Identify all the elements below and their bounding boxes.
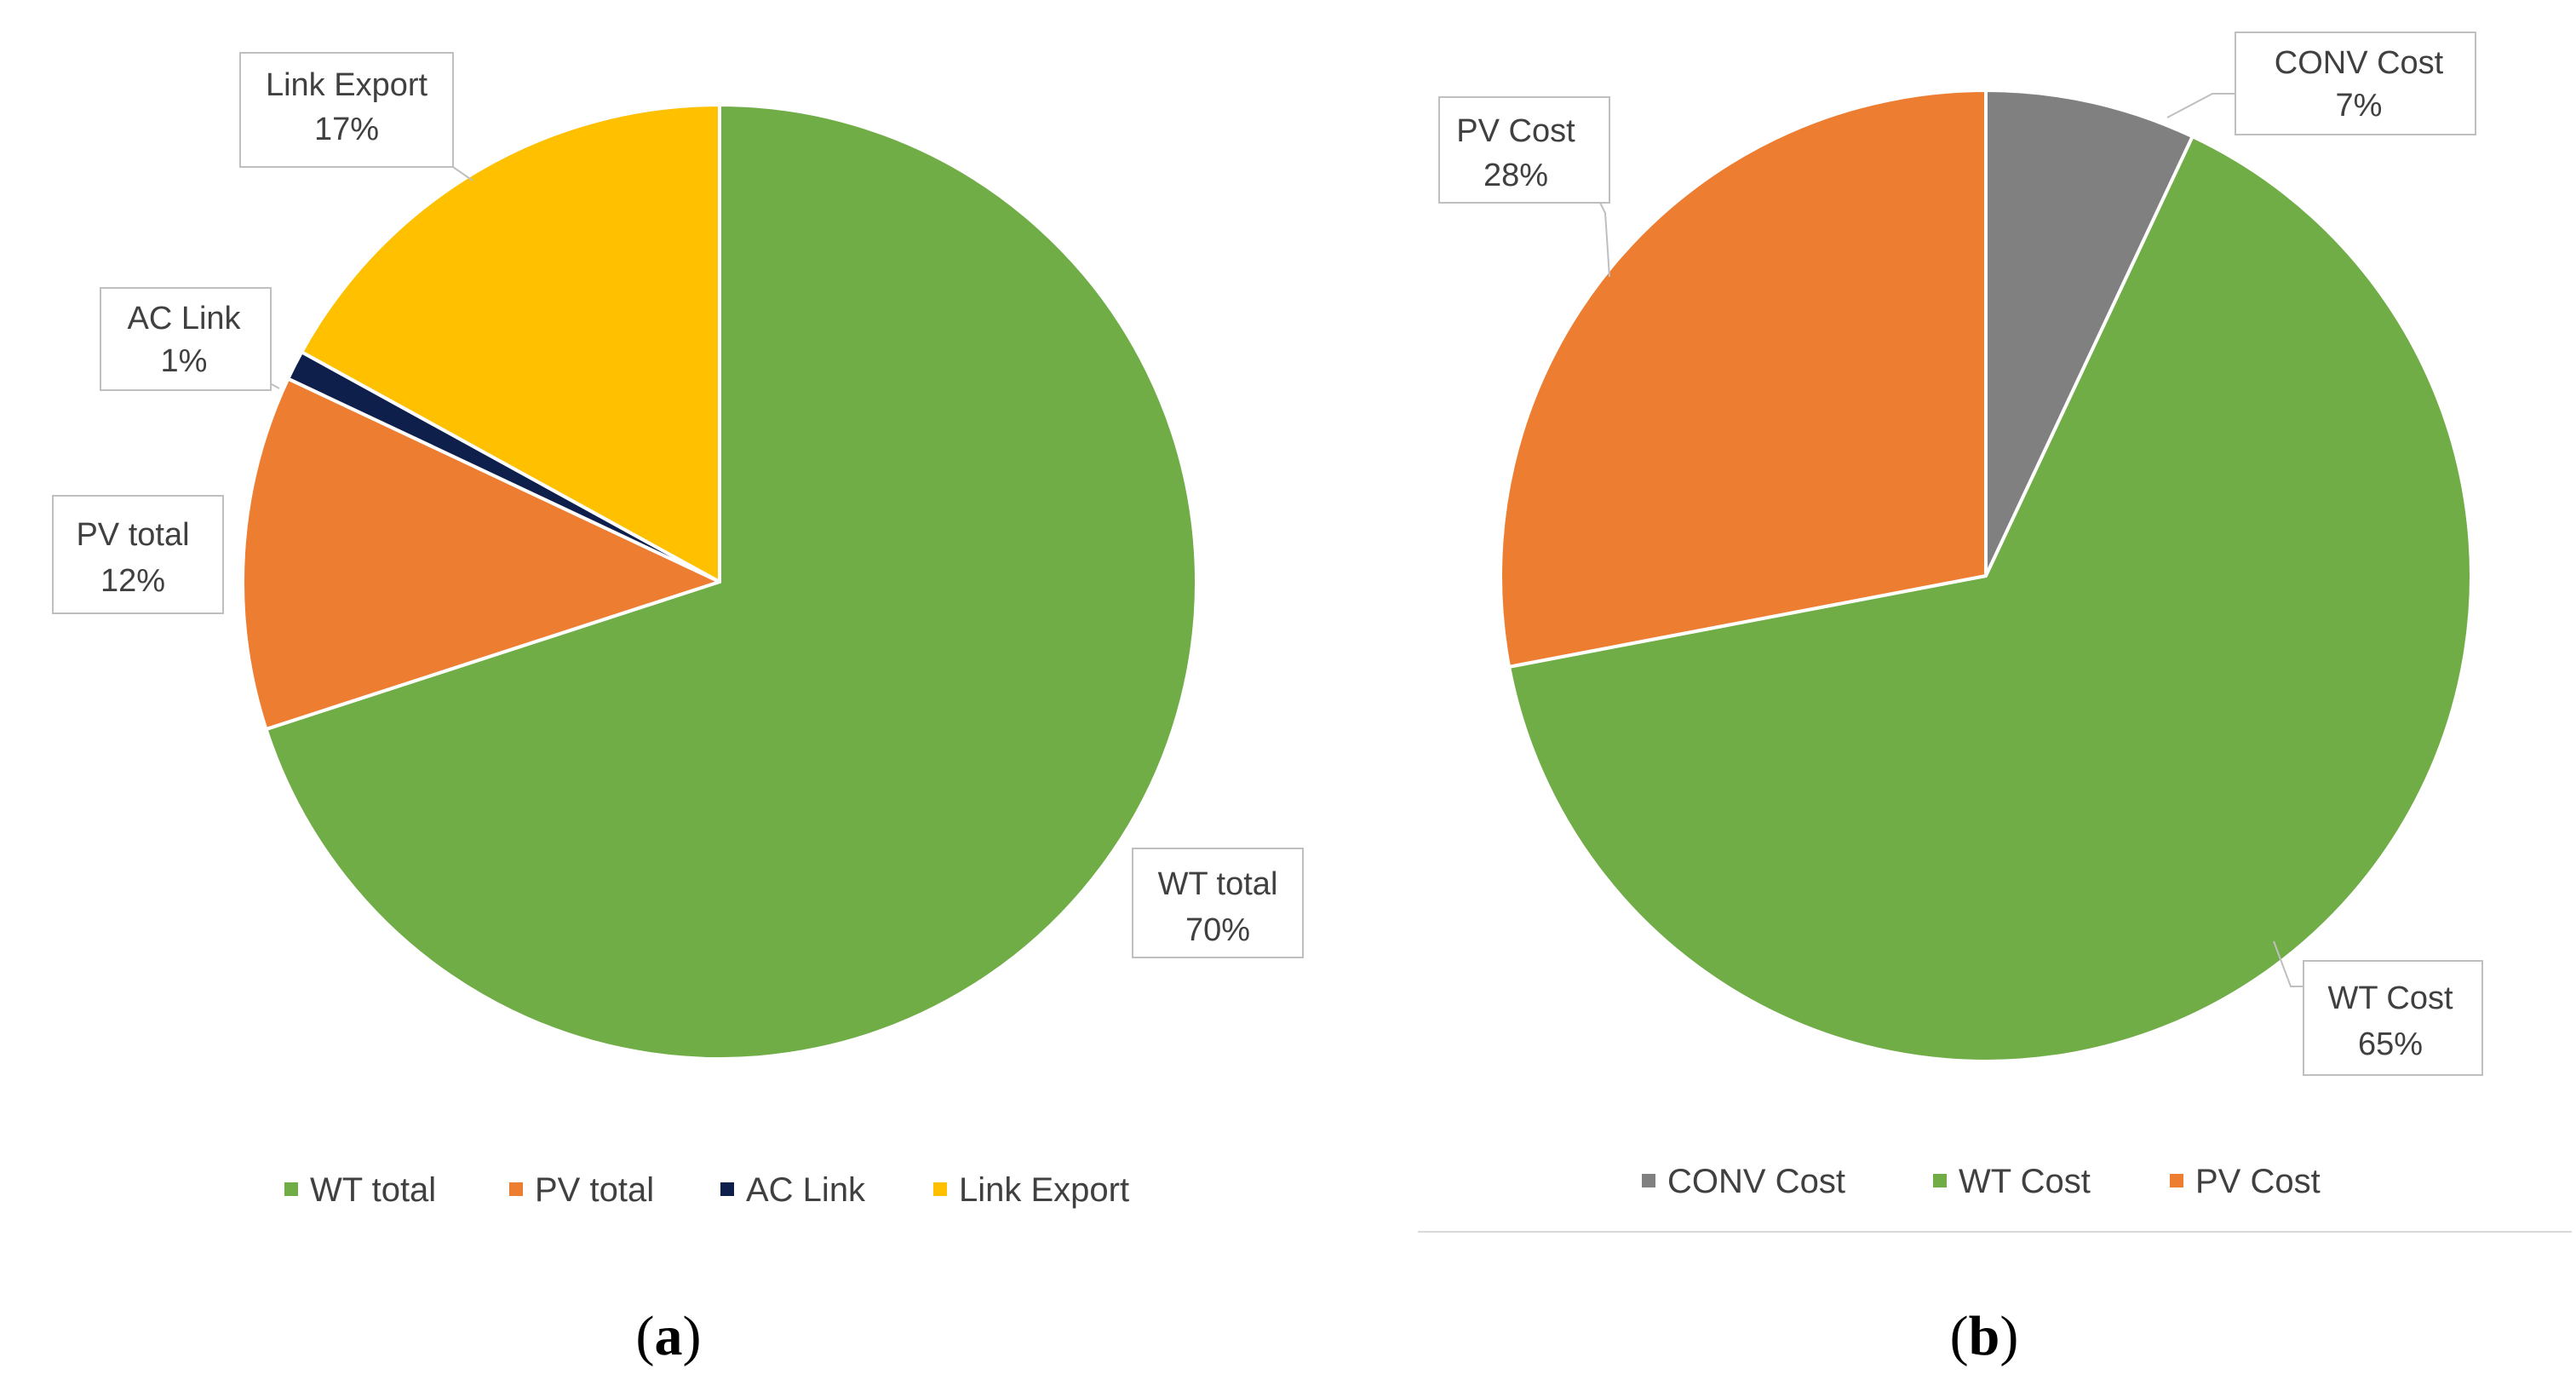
chart-a-label-pv-pct: 12%	[100, 563, 165, 599]
chart-b-label-pv-pct: 28%	[1483, 158, 1548, 193]
chart-b-legend-swatch-pv	[2170, 1174, 2183, 1187]
chart-a-caption-close: )	[683, 1305, 702, 1367]
chart-a-legend-item-link: Link Export	[933, 1171, 1129, 1209]
chart-b-slices	[1499, 89, 2473, 1064]
chart-a-caption: (a)	[636, 1305, 702, 1367]
chart-b-leader-conv	[2166, 93, 2235, 118]
chart-b-legend-label-pv: PV Cost	[2195, 1163, 2321, 1200]
chart-a-slice-link	[300, 103, 721, 584]
chart-a-label-ac-name: AC Link	[127, 301, 241, 336]
chart-b-callout-pv: PV Cost 28%	[1438, 96, 1610, 204]
chart-b-legend-item-wt: WT Cost	[1933, 1163, 2091, 1200]
chart-b-legend-swatch-wt	[1933, 1174, 1947, 1187]
chart-b-legend-swatch-conv	[1642, 1174, 1655, 1187]
chart-a-callout-wt-box	[1132, 848, 1304, 958]
chart-b-callout-wt-box	[2303, 960, 2483, 1076]
chart-b-legend-item-conv: CONV Cost	[1642, 1163, 1845, 1200]
chart-a-label-pv-name: PV total	[76, 517, 189, 553]
chart-a-caption-letter: a	[655, 1305, 683, 1367]
chart-b-label-pv-name: PV Cost	[1456, 113, 1575, 149]
chart-a-slices	[241, 103, 1198, 1061]
chart-b-caption-open: (	[1950, 1305, 1969, 1367]
chart-a-legend-label-pv: PV total	[535, 1171, 654, 1209]
chart-a-legend-swatch-ac	[720, 1182, 734, 1196]
chart-a-label-wt-pct: 70%	[1185, 912, 1250, 948]
chart-a-label-link-pct: 17%	[314, 112, 379, 147]
chart-a-legend-label-wt: WT total	[310, 1171, 436, 1209]
chart-b: CONV Cost 7% PV Cost 28% WT Cost 65% CON…	[1418, 32, 2572, 1367]
chart-a-callout-pv: PV total 12%	[52, 495, 224, 614]
chart-b-label-conv-name: CONV Cost	[2275, 45, 2444, 81]
chart-a-slice-pv	[241, 377, 721, 732]
chart-b-callout-wt: WT Cost 65%	[2303, 960, 2483, 1076]
chart-a: Link Export 17% AC Link 1% PV total 12% …	[52, 52, 1304, 1367]
chart-b-legend-item-pv: PV Cost	[2170, 1163, 2321, 1200]
chart-a-legend-label-ac: AC Link	[746, 1171, 866, 1209]
chart-a-callout-link: Link Export 17%	[239, 52, 454, 168]
chart-a-label-ac-pct: 1%	[161, 343, 208, 379]
chart-a-legend-item-ac: AC Link	[720, 1171, 866, 1209]
chart-b-slice-conv	[1984, 89, 2194, 578]
chart-a-leader-link	[387, 166, 473, 181]
chart-a-callout-ac: AC Link 1%	[100, 287, 272, 391]
chart-a-label-wt-name: WT total	[1158, 866, 1278, 902]
chart-a-callout-link-box	[239, 52, 454, 168]
chart-b-legend-label-conv: CONV Cost	[1667, 1163, 1845, 1200]
chart-b-callout-conv: CONV Cost 7%	[2235, 32, 2476, 135]
chart-a-legend-swatch-wt	[284, 1182, 298, 1196]
chart-b-caption: (b)	[1950, 1305, 2019, 1367]
chart-a-caption-open: (	[636, 1305, 655, 1367]
chart-b-label-wt-name: WT Cost	[2327, 980, 2453, 1016]
chart-b-callout-conv-box	[2235, 32, 2476, 135]
chart-a-callout-pv-box	[52, 495, 224, 614]
chart-b-label-conv-pct: 7%	[2336, 88, 2383, 124]
chart-a-legend-label-link: Link Export	[959, 1171, 1129, 1209]
chart-b-caption-letter: b	[1969, 1305, 2000, 1367]
chart-a-legend-item-wt: WT total	[284, 1171, 436, 1209]
chart-a-callout-ac-box	[100, 287, 272, 391]
chart-b-slice-wt	[1507, 135, 2473, 1064]
chart-b-label-wt-pct: 65%	[2358, 1026, 2423, 1062]
chart-b-caption-close: )	[1999, 1305, 2018, 1367]
chart-b-leader-wt	[2273, 940, 2303, 987]
chart-b-slice-pv	[1499, 89, 1988, 669]
chart-a-legend: WT total PV total AC Link Link Export	[284, 1171, 1129, 1209]
chart-a-callout-wt: WT total 70%	[1132, 848, 1304, 958]
chart-b-legend: CONV Cost WT Cost PV Cost	[1642, 1163, 2321, 1200]
chart-a-legend-item-pv: PV total	[509, 1171, 654, 1209]
chart-a-legend-swatch-link	[933, 1182, 947, 1196]
chart-b-callout-pv-box	[1438, 96, 1610, 204]
chart-b-legend-label-wt: WT Cost	[1959, 1163, 2091, 1200]
chart-a-label-link-name: Link Export	[266, 67, 428, 103]
chart-a-legend-swatch-pv	[509, 1182, 523, 1196]
chart-a-slice-wt	[264, 103, 1198, 1061]
